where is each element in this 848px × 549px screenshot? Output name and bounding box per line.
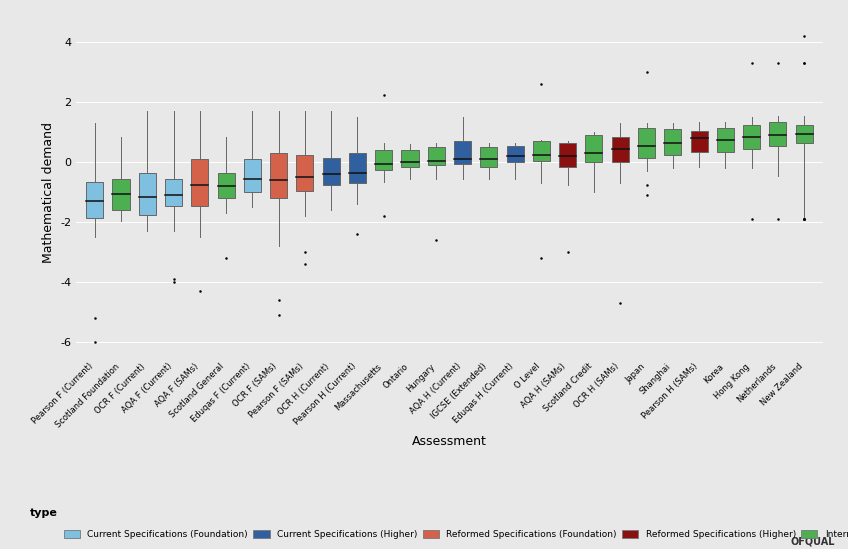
Bar xyxy=(585,135,602,162)
Y-axis label: Mathematical demand: Mathematical demand xyxy=(42,122,55,262)
Bar xyxy=(743,125,760,149)
Bar xyxy=(401,150,419,167)
Bar xyxy=(638,128,655,158)
X-axis label: Assessment: Assessment xyxy=(412,435,487,447)
Bar xyxy=(559,143,577,167)
Text: type: type xyxy=(30,508,58,518)
Bar xyxy=(664,129,681,155)
Bar xyxy=(86,182,103,217)
Legend: Current Specifications (Foundation), Current Specifications (Higher), Reformed S: Current Specifications (Foundation), Cur… xyxy=(64,530,848,539)
Bar xyxy=(427,147,445,165)
Bar xyxy=(769,122,786,145)
Bar xyxy=(113,178,130,210)
Bar xyxy=(218,173,235,198)
Bar xyxy=(139,173,156,215)
Bar xyxy=(244,159,261,192)
Bar xyxy=(271,153,287,198)
Bar xyxy=(322,158,340,184)
Text: OFQUAL: OFQUAL xyxy=(791,536,835,546)
Bar xyxy=(480,147,498,167)
Bar xyxy=(533,141,550,161)
Bar xyxy=(690,131,707,152)
Bar xyxy=(165,178,182,206)
Bar xyxy=(349,153,366,183)
Bar xyxy=(506,145,524,162)
Bar xyxy=(795,125,812,143)
Bar xyxy=(717,128,734,152)
Bar xyxy=(192,159,209,206)
Bar xyxy=(297,155,314,191)
Bar xyxy=(611,137,628,162)
Bar xyxy=(454,141,471,164)
Bar xyxy=(375,150,393,170)
